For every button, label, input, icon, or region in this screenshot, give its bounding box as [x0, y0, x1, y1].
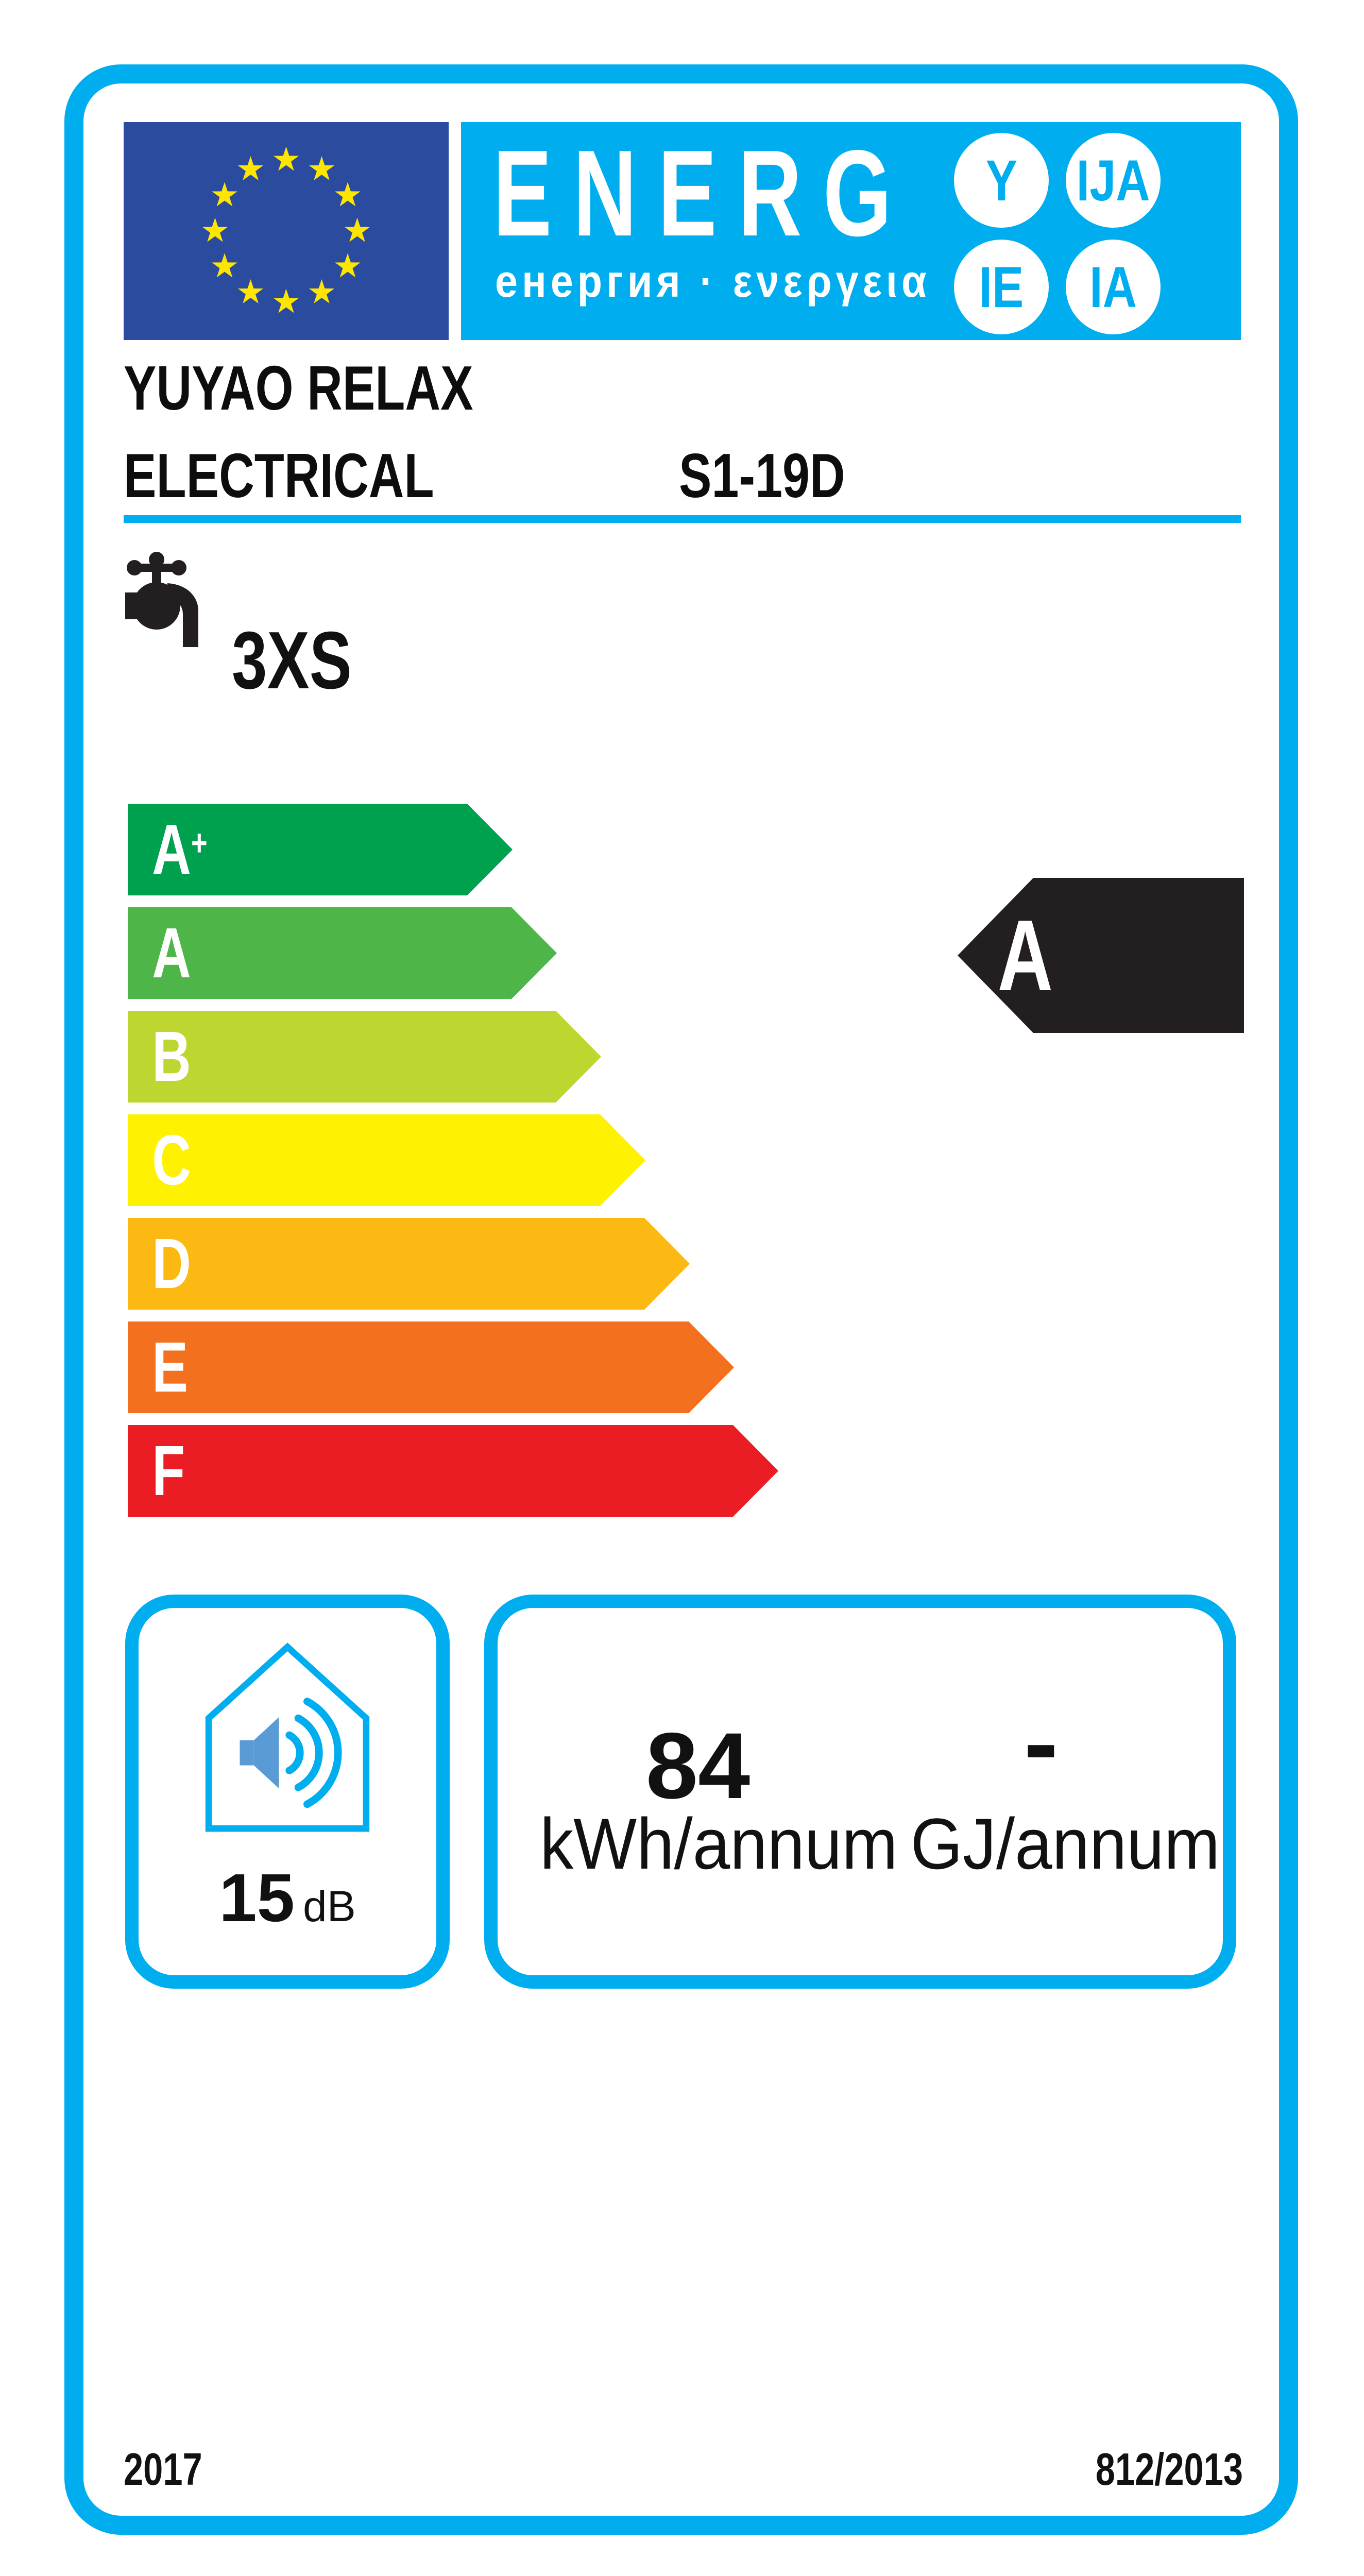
load-profile-label: 3XS	[232, 615, 352, 706]
indoor-noise-icon	[205, 1642, 370, 1832]
label-frame	[64, 64, 1298, 2535]
language-badge-y: Y	[954, 133, 1049, 228]
eu-star-icon	[335, 253, 361, 278]
scale-arrow-d: D	[128, 1218, 690, 1310]
rating-grade: A	[997, 899, 1053, 1012]
header-divider	[124, 515, 1241, 523]
energ-subtitle: енергия · ενεργεια	[495, 256, 931, 307]
language-badge-ija: IJA	[1066, 133, 1161, 228]
gj-annual-unit: GJ/annum	[910, 1803, 1220, 1884]
scale-grade-e: E	[152, 1328, 189, 1407]
rating-arrow: A	[958, 878, 1244, 1033]
scale-arrow-a-plus: A+	[128, 804, 513, 895]
eu-star-icon	[212, 182, 237, 207]
energ-logo-block: ENERG енергия · ενεργεια Y IJA IE IA	[461, 122, 1241, 340]
energy-consumption-box	[484, 1595, 1236, 1989]
eu-star-icon	[237, 279, 264, 303]
language-badge-ie: IE	[954, 240, 1049, 334]
model-number: S1-19D	[679, 440, 845, 511]
eu-star-icon	[202, 217, 228, 242]
scale-grade-a: A	[152, 913, 191, 993]
scale-arrow-c: C	[128, 1114, 645, 1206]
scale-grade-c: C	[152, 1121, 191, 1200]
eu-flag	[124, 122, 449, 340]
eu-star-icon	[273, 146, 299, 171]
regulation-number: 812/2013	[1095, 2444, 1243, 2495]
language-badge-ia: IA	[1066, 240, 1161, 334]
eu-star-icon	[344, 217, 370, 242]
energ-title: ENERG	[493, 125, 913, 262]
scale-grade-b: B	[152, 1017, 191, 1096]
scale-grade-d: D	[152, 1224, 191, 1303]
gj-annual-value: -	[1024, 1685, 1059, 1800]
eu-star-icon	[335, 182, 361, 207]
eu-star-icon	[273, 289, 299, 313]
scale-grade-f: F	[152, 1431, 185, 1511]
eu-star-icon	[309, 156, 335, 180]
eu-star-icon	[237, 156, 264, 180]
kwh-annual-value: 84	[645, 1713, 751, 1818]
scale-arrow-b: B	[128, 1011, 601, 1103]
scale-grade-a-plus: A+	[152, 810, 208, 889]
eu-star-icon	[309, 279, 335, 303]
scale-arrow-a: A	[128, 907, 557, 999]
kwh-annual-unit: kWh/annum	[540, 1803, 898, 1884]
label-year: 2017	[124, 2444, 202, 2495]
eu-stars-icon	[202, 146, 370, 313]
water-tap-icon	[125, 552, 198, 647]
noise-value: 15 dB	[219, 1860, 356, 1936]
brand-name-line1: YUYAO RELAX	[124, 353, 473, 423]
brand-name-line2: ELECTRICAL	[124, 440, 434, 511]
eu-star-icon	[212, 253, 237, 278]
scale-arrow-f: F	[128, 1425, 778, 1517]
scale-arrow-e: E	[128, 1321, 734, 1413]
